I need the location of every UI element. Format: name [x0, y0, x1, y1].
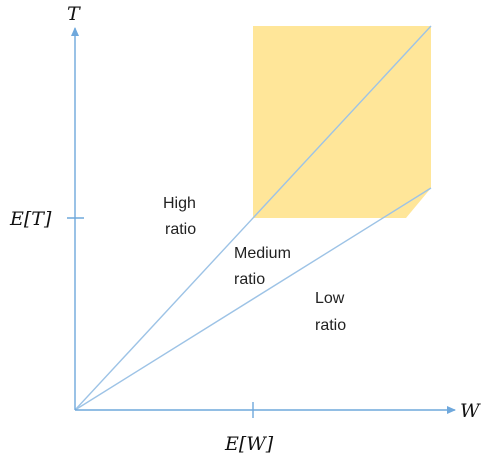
- x-axis-label: W: [460, 400, 481, 422]
- y-mean-label: E[T]: [9, 208, 52, 230]
- high-ratio-label-line2: ratio: [165, 221, 196, 238]
- low-ratio-label-line1: Low: [315, 290, 345, 307]
- medium-ratio-label-line2: ratio: [234, 271, 265, 288]
- low-ratio-ray: [74, 187, 432, 411]
- y-axis-label: T: [67, 3, 81, 25]
- medium-ratio-label-line1: Medium: [234, 245, 291, 262]
- x-mean-label: E[W]: [224, 433, 274, 455]
- low-ratio-label-line2: ratio: [315, 317, 346, 334]
- high-ratio-ray: [74, 25, 432, 411]
- high-ratio-label-line1: High: [163, 195, 196, 212]
